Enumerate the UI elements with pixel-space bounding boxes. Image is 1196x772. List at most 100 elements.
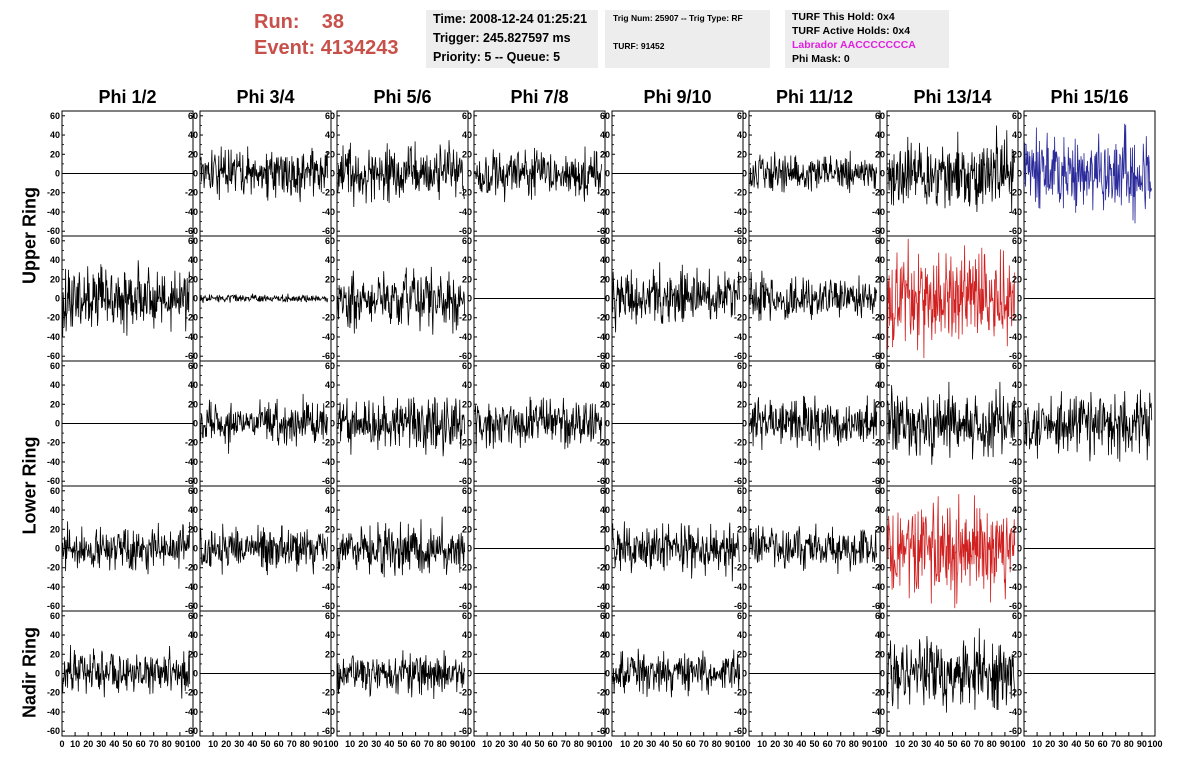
y-tick-label: -60	[734, 351, 747, 361]
y-tick-label: 20	[600, 274, 610, 284]
y-tick-label: -20	[1009, 313, 1022, 323]
y-tick-label: -40	[872, 332, 885, 342]
y-tick-label: 60	[737, 236, 747, 246]
x-tick-label: 50	[1084, 739, 1094, 749]
y-tick-label: -60	[322, 601, 335, 611]
x-tick-label: 90	[725, 739, 735, 749]
y-tick-label: -40	[322, 582, 335, 592]
y-tick-label: -60	[459, 226, 472, 236]
y-tick-label: -40	[734, 332, 747, 342]
y-tick-label: 40	[737, 130, 747, 140]
y-tick-label: 60	[737, 361, 747, 371]
time-info-box: Time: 2008-12-24 01:25:21 Trigger: 245.8…	[426, 10, 598, 68]
y-tick-label: -40	[1009, 707, 1022, 717]
waveform-trace	[612, 521, 740, 582]
y-tick-label: -40	[322, 457, 335, 467]
y-tick-label: 60	[188, 236, 198, 246]
y-tick-label: -40	[47, 582, 60, 592]
y-tick-label: 60	[600, 236, 610, 246]
x-tick-label: 30	[783, 739, 793, 749]
x-tick-label: 70	[561, 739, 571, 749]
y-tick-label: -20	[872, 188, 885, 198]
event-label: Event:	[254, 37, 316, 59]
trigger-text: Trigger: 245.827597 ms	[433, 31, 571, 45]
y-tick-label: -60	[459, 726, 472, 736]
y-tick-label: 0	[605, 419, 610, 429]
waveform-trace	[612, 262, 741, 333]
phi-header-5: Phi 9/10	[643, 87, 712, 107]
y-tick-label: 40	[188, 130, 198, 140]
y-tick-label: 60	[50, 361, 60, 371]
y-tick-label: 60	[600, 611, 610, 621]
y-tick-label: 40	[188, 255, 198, 265]
y-tick-label: -40	[872, 707, 885, 717]
y-tick-label: 20	[600, 649, 610, 659]
y-tick-label: -60	[597, 601, 610, 611]
y-tick-label: 0	[330, 169, 335, 179]
y-tick-label: 60	[875, 236, 885, 246]
x-tick-label: 90	[587, 739, 597, 749]
y-tick-label: 20	[462, 399, 472, 409]
x-tick-label: 50	[397, 739, 407, 749]
x-tick-label: 10	[757, 739, 767, 749]
y-tick-label: 20	[737, 274, 747, 284]
y-tick-label: -20	[47, 563, 60, 573]
y-tick-label: -20	[597, 188, 610, 198]
y-tick-label: 20	[1012, 149, 1022, 159]
y-tick-label: -60	[734, 476, 747, 486]
y-tick-label: 20	[462, 149, 472, 159]
y-tick-label: 60	[325, 611, 335, 621]
y-tick-label: 0	[1017, 169, 1022, 179]
y-tick-label: 20	[1012, 274, 1022, 284]
x-tick-label: 70	[149, 739, 159, 749]
y-tick-label: -60	[597, 351, 610, 361]
y-tick-label: -40	[322, 207, 335, 217]
y-tick-label: 40	[1012, 505, 1022, 515]
y-tick-label: -60	[597, 726, 610, 736]
x-tick-label: 70	[974, 739, 984, 749]
panel-frame-r4-c6	[748, 485, 881, 612]
y-tick-label: 20	[737, 649, 747, 659]
y-tick-label: 20	[50, 274, 60, 284]
x-tick-label: 80	[162, 739, 172, 749]
y-tick-label: 0	[193, 669, 198, 679]
waveform-trace	[62, 260, 191, 337]
x-tick-label: 70	[836, 739, 846, 749]
y-tick-label: 20	[600, 399, 610, 409]
y-tick-label: 60	[462, 486, 472, 496]
y-tick-label: 0	[880, 169, 885, 179]
waveform-trace	[337, 266, 466, 335]
y-tick-label: -60	[1009, 601, 1022, 611]
y-tick-label: -20	[1009, 688, 1022, 698]
y-tick-label: 0	[1017, 669, 1022, 679]
y-tick-label: 60	[188, 611, 198, 621]
y-tick-label: 60	[325, 361, 335, 371]
y-tick-label: -20	[459, 188, 472, 198]
y-tick-label: 40	[50, 630, 60, 640]
y-tick-label: -60	[185, 726, 198, 736]
y-tick-label: 40	[737, 630, 747, 640]
y-tick-label: 20	[600, 524, 610, 534]
waveform-trace	[887, 628, 1016, 713]
waveform-trace	[62, 521, 191, 575]
x-tick-label: 90	[175, 739, 185, 749]
y-tick-label: 0	[193, 169, 198, 179]
y-tick-label: 0	[742, 169, 747, 179]
x-tick-label: 100	[597, 739, 612, 749]
x-tick-label: 80	[300, 739, 310, 749]
waveform-trace	[749, 523, 878, 575]
y-tick-label: 60	[188, 111, 198, 121]
y-tick-label: 40	[50, 505, 60, 515]
y-tick-label: 40	[462, 130, 472, 140]
x-tick-label: 20	[770, 739, 780, 749]
y-tick-label: 0	[467, 419, 472, 429]
waveform-trace	[749, 395, 878, 451]
y-tick-label: 0	[330, 419, 335, 429]
y-tick-label: 60	[462, 236, 472, 246]
y-tick-label: 40	[600, 255, 610, 265]
x-tick-label: 10	[1032, 739, 1042, 749]
x-tick-label: 70	[1111, 739, 1121, 749]
y-tick-label: -60	[1009, 351, 1022, 361]
waveform-trace	[337, 650, 466, 700]
